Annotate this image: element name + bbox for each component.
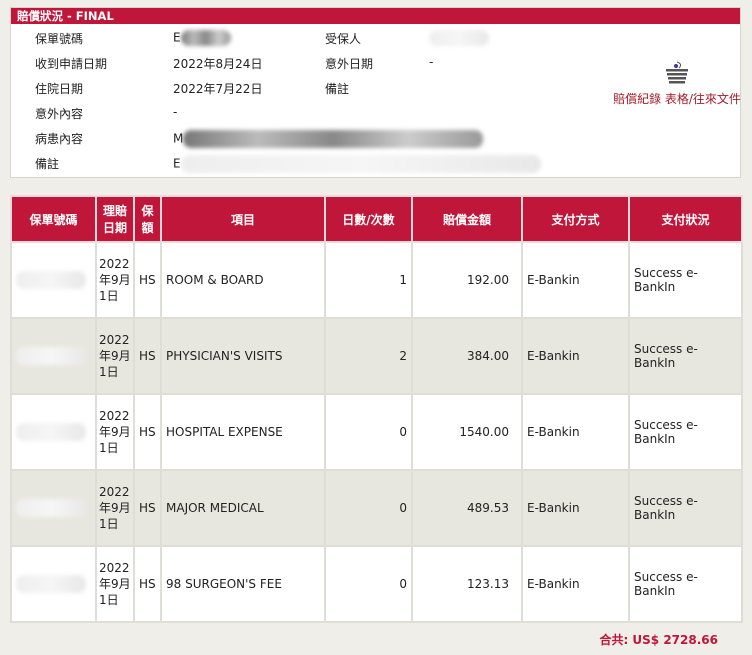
days: 0 (324, 545, 413, 623)
table-row: 2022年9月1日 HS MAJOR MEDICAL 0 489.53 E-Ba… (10, 469, 743, 547)
claim-date: 2022年9月1日 (95, 241, 135, 319)
basket-icon (666, 61, 688, 84)
item: HOSPITAL EXPENSE (160, 393, 326, 471)
total-amount: 合共: US$ 2728.66 (599, 633, 718, 647)
field-label: 意外內容 (35, 107, 84, 121)
table-row: 2022年9月1日 HS ROOM & BOARD 1 192.00 E-Ban… (10, 241, 743, 319)
amount: 192.00 (411, 241, 523, 319)
field-label: 備註 (35, 157, 60, 171)
claim-date: 2022年9月1日 (95, 469, 135, 547)
coverage: HS (133, 393, 162, 471)
column-header: 賠償金額 (411, 195, 523, 243)
days: 0 (324, 393, 413, 471)
field-value: E (173, 155, 541, 173)
payment-status: Success e-BankIn (628, 545, 743, 623)
payment-status: Success e-BankIn (628, 241, 743, 319)
right-field-label: 備註 (325, 82, 350, 96)
payment-method: E-Bankin (521, 545, 630, 623)
policy-number (10, 241, 97, 319)
item: 98 SURGEON'S FEE (160, 545, 326, 623)
coverage: HS (133, 317, 162, 395)
field-label: 住院日期 (35, 82, 84, 96)
field-label: 收到申請日期 (35, 57, 108, 71)
claims-table: 保單號碼 理賠日期 保額 項目 日數/次數 賠償金額 支付方式 支付狀況 2022年9月1日 … (10, 195, 743, 623)
column-header: 支付方式 (521, 195, 630, 243)
coverage: HS (133, 545, 162, 623)
column-header: 項目 (160, 195, 326, 243)
claim-status-panel: 賠償狀況 - FINAL 保單號碼 E 收到申請日期 2022年8月24日住院日期 20… (10, 7, 741, 178)
payment-method: E-Bankin (521, 393, 630, 471)
coverage: HS (133, 469, 162, 547)
amount: 1540.00 (411, 393, 523, 471)
table-row: 2022年9月1日 HS HOSPITAL EXPENSE 0 1540.00 … (10, 393, 743, 471)
field-label: 病患內容 (35, 132, 84, 146)
column-header: 保單號碼 (10, 195, 97, 243)
table-row: 2022年9月1日 HS PHYSICIAN'S VISITS 2 384.00… (10, 317, 743, 395)
table-row: 2022年9月1日 HS 98 SURGEON'S FEE 0 123.13 E… (10, 545, 743, 623)
field-value: - (173, 105, 178, 119)
claim-date: 2022年9月1日 (95, 317, 135, 395)
payment-method: E-Bankin (521, 469, 630, 547)
days: 1 (324, 241, 413, 319)
field-value: 2022年7月22日 (173, 82, 263, 96)
policy-number (10, 393, 97, 471)
field-value: M (173, 130, 484, 148)
item: PHYSICIAN'S VISITS (160, 317, 326, 395)
panel-title: 賠償狀況 - FINAL (11, 8, 740, 24)
documents-link[interactable]: 賠償紀錄 表格/往來文件 (607, 60, 747, 108)
redacted (429, 30, 489, 46)
column-header: 理賠日期 (95, 195, 135, 243)
item: ROOM & BOARD (160, 241, 326, 319)
payment-method: E-Bankin (521, 241, 630, 319)
right-field-label: 意外日期 (325, 57, 374, 71)
right-field-label: 受保人 (325, 32, 362, 46)
days: 2 (324, 317, 413, 395)
column-header: 日數/次數 (324, 195, 413, 243)
payment-status: Success e-BankIn (628, 469, 743, 547)
claim-date: 2022年9月1日 (95, 545, 135, 623)
field-value: 2022年8月24日 (173, 57, 263, 71)
documents-link-label[interactable]: 賠償紀錄 表格/往來文件 (613, 92, 741, 106)
policy-number (10, 469, 97, 547)
amount: 384.00 (411, 317, 523, 395)
payment-method: E-Bankin (521, 317, 630, 395)
item: MAJOR MEDICAL (160, 469, 326, 547)
claim-date: 2022年9月1日 (95, 393, 135, 471)
field-label: 保單號碼 (35, 32, 84, 46)
column-header: 保額 (133, 195, 162, 243)
field-value: E (173, 30, 231, 46)
right-field-value: - (429, 55, 434, 69)
days: 0 (324, 469, 413, 547)
payment-status: Success e-BankIn (628, 393, 743, 471)
column-header: 支付狀況 (628, 195, 743, 243)
policy-number (10, 545, 97, 623)
amount: 489.53 (411, 469, 523, 547)
coverage: HS (133, 241, 162, 319)
policy-number (10, 317, 97, 395)
payment-status: Success e-BankIn (628, 317, 743, 395)
amount: 123.13 (411, 545, 523, 623)
